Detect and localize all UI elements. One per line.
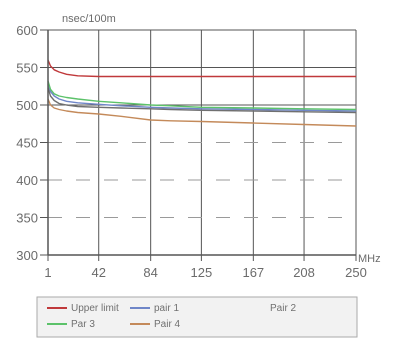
legend: Upper limit pair 1 Pair 2 Par 3 Pair 4 <box>36 296 358 338</box>
legend-box <box>36 296 358 338</box>
y-tick-label-400: 400 <box>16 173 38 188</box>
series-line-pair-4 <box>47 98 357 127</box>
y-axis-unit-label: nsec/100m <box>62 13 116 25</box>
y-tick-label-500: 500 <box>16 98 38 113</box>
legend-label-par-3: Par 3 <box>71 319 95 330</box>
x-tick-label-1: 1 <box>44 265 51 280</box>
series-line-pair-2 <box>47 87 357 114</box>
x-axis-unit-label: MHz <box>358 253 381 265</box>
y-tick-label-600: 600 <box>16 23 38 38</box>
series-line-pair-1 <box>47 83 357 112</box>
legend-label-pair-4: Pair 4 <box>154 319 181 330</box>
x-tick-label-167: 167 <box>242 265 264 280</box>
y-tick-label-450: 450 <box>16 136 38 151</box>
x-tick-label-42: 42 <box>91 265 105 280</box>
x-tick-label-125: 125 <box>191 265 213 280</box>
x-tick-labels: 1 42 84 125 167 208 250 <box>44 255 367 280</box>
legend-label-upper-limit: Upper limit <box>71 303 119 314</box>
y-tick-label-550: 550 <box>16 61 38 76</box>
y-tick-labels: 300 350 400 450 500 550 600 <box>16 23 48 263</box>
y-tick-label-300: 300 <box>16 248 38 263</box>
series-lines <box>47 59 357 127</box>
y-tick-label-350: 350 <box>16 211 38 226</box>
legend-label-pair-1: pair 1 <box>154 303 179 314</box>
x-tick-label-250: 250 <box>345 265 367 280</box>
grid <box>48 29 357 255</box>
series-line-upper-limit <box>47 59 356 78</box>
x-tick-label-84: 84 <box>143 265 157 280</box>
legend-label-pair-2: Pair 2 <box>270 303 297 314</box>
x-tick-label-208: 208 <box>293 265 315 280</box>
series-line-par-3 <box>47 80 357 111</box>
